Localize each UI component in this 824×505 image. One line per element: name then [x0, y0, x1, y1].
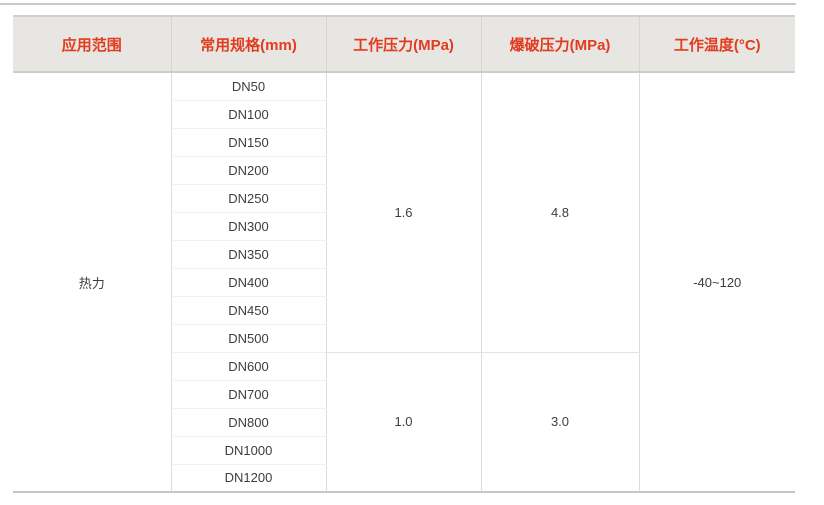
spec-cell: DN800	[170, 408, 327, 437]
table-row: DN250	[13, 184, 795, 213]
spec-cell: DN400	[170, 268, 327, 297]
table-row: DN800	[13, 408, 795, 437]
col-header-working-pressure: 工作压力(MPa)	[325, 15, 481, 73]
spec-cell: DN350	[170, 240, 327, 269]
temperature-cell: -40~120	[639, 72, 795, 492]
burst-pressure-group2-cell: 3.0	[481, 352, 640, 492]
spec-cell: DN150	[170, 128, 327, 157]
spec-cell: DN300	[170, 212, 327, 241]
spec-cell: DN250	[170, 184, 327, 213]
spec-cell: DN200	[170, 156, 327, 185]
table-row: DN400	[13, 268, 795, 297]
table-row: DN700	[13, 380, 795, 409]
table-row: DN1000	[13, 436, 795, 465]
col-header-common-spec: 常用规格(mm)	[170, 15, 326, 73]
header-row: 应用范围 常用规格(mm) 工作压力(MPa) 爆破压力(MPa) 工作温度(°…	[13, 15, 795, 73]
table-row: DN150	[13, 128, 795, 157]
spec-cell: DN500	[170, 324, 327, 353]
col-header-application-scope: 应用范围	[13, 15, 171, 73]
spec-cell: DN1000	[170, 436, 327, 465]
table-row: DN200	[13, 156, 795, 185]
table-row: DN350	[13, 240, 795, 269]
table-row: DN600 1.0 3.0	[13, 352, 795, 492]
spec-cell: DN700	[170, 380, 327, 409]
working-pressure-group2-cell: 1.0	[326, 352, 482, 492]
spec-cell: DN1200	[170, 464, 327, 492]
table-row: DN450	[13, 296, 795, 325]
col-header-working-temperature: 工作温度(°C)	[638, 15, 795, 73]
application-cell: 热力	[13, 72, 171, 492]
spec-cell: DN50	[170, 72, 327, 101]
working-pressure-group1-cell: 1.6	[326, 72, 482, 353]
table-row: DN300	[13, 212, 795, 241]
table-row: DN500	[13, 324, 795, 353]
table-row: DN100	[13, 100, 795, 129]
spec-table: 应用范围 常用规格(mm) 工作压力(MPa) 爆破压力(MPa) 工作温度(°…	[13, 15, 795, 493]
top-divider	[0, 3, 796, 5]
table-row: 热力 DN50 1.6 4.8 -40~120	[13, 72, 795, 492]
spec-cell: DN100	[170, 100, 327, 129]
spec-cell: DN450	[170, 296, 327, 325]
spec-cell: DN600	[170, 352, 327, 381]
table-row: DN1200	[13, 464, 795, 492]
burst-pressure-group1-cell: 4.8	[481, 72, 640, 353]
col-header-burst-pressure: 爆破压力(MPa)	[480, 15, 639, 73]
